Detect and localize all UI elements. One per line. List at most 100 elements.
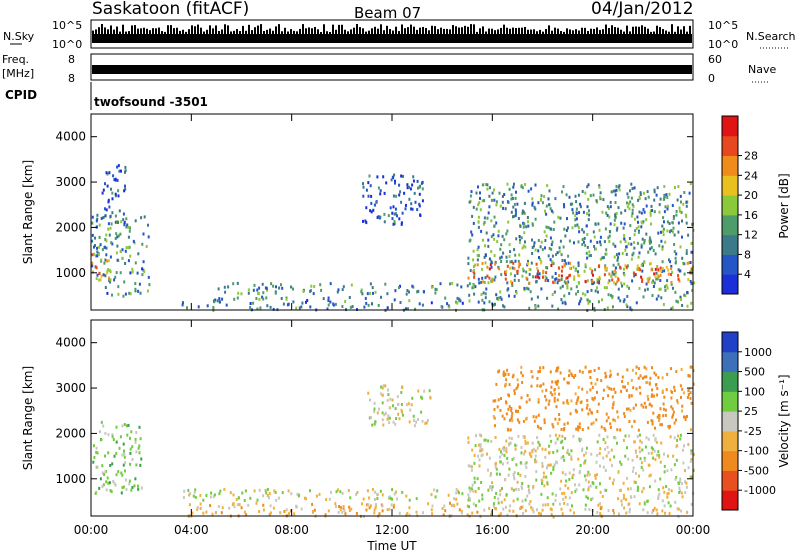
data-cell [655,373,657,377]
data-cell [342,285,345,289]
data-cell [666,204,669,208]
data-cell [111,462,114,466]
data-cell [658,203,661,207]
data-cell [408,498,411,502]
data-cell [586,298,589,302]
data-cell [563,259,566,263]
data-cell [115,451,118,455]
data-cell [343,509,346,513]
data-cell [132,239,135,243]
data-cell [642,208,645,212]
data-cell [471,233,474,237]
data-cell [295,306,298,310]
data-cell [391,211,394,215]
data-cell [472,258,475,262]
data-cell [591,279,594,283]
data-cell [675,370,678,374]
nsky-spike [239,31,241,34]
data-cell [663,395,666,399]
data-cell [604,469,607,472]
data-cell [370,302,373,306]
data-cell [682,261,685,265]
data-cell [656,265,659,268]
data-cell [613,455,616,459]
data-cell [531,507,534,511]
data-cell [275,285,277,289]
data-cell [111,191,114,195]
data-cell [495,382,498,386]
nsky-spike [266,29,268,34]
data-cell [630,214,633,218]
data-cell [372,291,374,295]
data-cell [604,227,607,231]
data-cell [521,482,524,485]
data-cell [635,227,638,230]
data-cell [653,449,656,453]
data-cell [578,281,580,285]
data-cell [538,272,541,276]
data-cell [107,259,110,263]
data-cell [667,268,670,272]
data-cell [577,290,579,293]
data-cell [679,245,682,249]
data-cell [533,244,535,248]
data-cell [510,210,513,214]
data-cell [280,283,282,287]
data-cell [440,305,443,308]
nsky-spike [635,26,637,34]
data-cell [565,276,568,280]
data-cell [662,230,665,233]
power-colorbar-swatches [722,116,738,295]
data-cell [237,291,240,295]
data-cell [584,503,587,507]
data-cell [626,305,629,309]
data-cell [373,407,376,411]
nsky-band [92,34,692,43]
data-cell [622,438,625,442]
data-cell [543,418,546,422]
data-cell [337,288,340,292]
data-cell [647,397,650,401]
data-cell [644,288,647,292]
data-cell [107,481,110,485]
data-cell [557,266,560,270]
data-cell [481,199,484,203]
data-cell [105,488,108,492]
data-cell [118,169,121,173]
data-cell [570,372,573,376]
data-cell [560,427,563,431]
nsky-spike [371,28,373,34]
data-cell [632,204,635,208]
data-cell [648,241,651,245]
data-cell [582,488,585,492]
data-cell [490,250,493,254]
data-cell [114,237,117,240]
data-cell [632,466,635,470]
data-cell [598,279,600,283]
data-cell [660,296,663,300]
data-cell [545,271,548,275]
data-cell [652,249,655,252]
data-cell [381,509,384,513]
data-cell [520,365,523,369]
data-cell [611,294,614,298]
data-cell [540,287,543,291]
data-cell [656,277,659,281]
data-cell [501,234,504,238]
data-cell [542,275,544,279]
data-cell [534,460,537,464]
data-cell [690,267,693,271]
data-cell [506,368,509,372]
data-cell [630,495,633,499]
colorbar-swatch [722,411,738,432]
data-cell [621,503,623,507]
data-cell [658,287,661,291]
nsky-spike [446,28,448,34]
data-cell [349,305,352,309]
data-cell [679,295,682,299]
data-cell [386,398,389,402]
data-cell [114,483,117,487]
data-cell [639,439,642,443]
